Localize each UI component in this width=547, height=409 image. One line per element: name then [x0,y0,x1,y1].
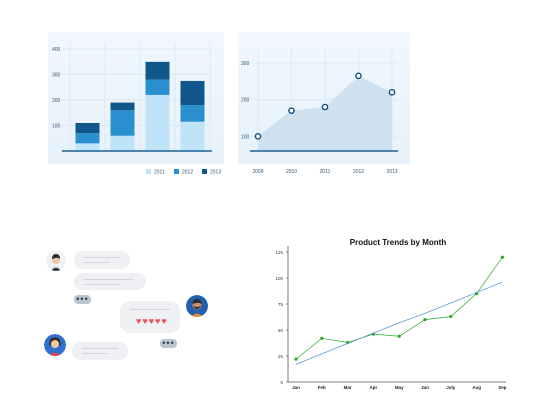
line-series-0 [295,256,503,360]
message-bubble-3 [72,342,128,360]
line-y-tick-1: 25 [278,354,284,359]
line-x-tick-1: Feb [318,385,326,390]
message-bubble-hearts: ♥♥♥♥♥ [120,301,180,333]
bar-y-tick-1: 200 [52,98,61,104]
area-point-2 [321,103,329,111]
avatar-woman [44,334,66,356]
area-y-tick-1: 200 [241,98,250,104]
bar-0-series-2 [75,122,100,134]
bar-1-series-2 [110,102,135,111]
area-x-tick-2: 2011 [320,169,331,175]
stacked-bar-chart: 100 200 300 400 2011 2012 2013 [48,32,224,176]
area-x-tick-3: 2012 [353,169,364,175]
line-y-tick-2: 50 [278,328,284,333]
legend-swatch-1 [174,169,179,174]
line-x-tick-2: Mar [344,385,352,390]
line-point-1 [320,336,324,340]
bar-y-tick-2: 300 [52,73,61,79]
legend-label-0: 2011 [154,170,165,176]
area-point-4 [388,89,396,96]
legend-label-1: 2012 [182,170,193,176]
legend-label-2: 2013 [210,170,221,176]
bar-y-tick-3: 400 [52,47,61,53]
line-x-tick-5: Jun [421,385,429,390]
avatar-man-dark-hair [46,251,66,271]
area-x-tick-4: 2013 [386,169,397,175]
bar-0-series-0 [75,143,100,151]
message-bubble-2 [74,273,146,290]
line-x-tick-6: July [446,385,456,390]
area-x-tick-1: 2010 [286,169,297,175]
chat-illustration: ••• ♥♥♥♥♥ ••• [40,245,220,375]
line-x-tick-0: Jan [292,385,300,390]
area-x-tick-0: 2009 [252,169,263,175]
line-point-0 [294,357,298,361]
line-y-tick-4: 100 [275,276,283,281]
line-x-tick-4: May [395,385,404,390]
line-x-tick-7: Aug [472,385,481,390]
area-point-0 [254,133,262,140]
line-y-tick-0: 0 [280,380,283,385]
area-point-1 [288,107,295,114]
bar-3-series-0 [180,121,205,151]
line-point-6 [449,314,453,319]
area-point-3 [355,72,362,80]
line-chart-title: Product Trends by Month [350,238,447,247]
line-y-tick-5: 125 [275,250,283,255]
avatar-man-beard [186,295,208,317]
line-x-tick-3: Apr [370,385,378,390]
legend-swatch-2 [202,169,207,174]
bar-1-series-1 [110,110,135,136]
bar-1-series-0 [110,135,135,151]
line-point-8 [500,255,504,259]
bar-2-series-1 [145,79,170,95]
line-x-tick-8: Sep [498,385,507,390]
bar-y-tick-0: 100 [52,124,61,130]
typing-chip-right: ••• [160,339,177,348]
product-trends-line-chart: Product Trends by Month 0 25 50 75 100 125 Ja… [275,238,507,390]
trendline [295,281,503,365]
hearts-row: ♥♥♥♥♥ [136,316,168,326]
area-y-tick-2: 300 [241,61,250,67]
bar-3-series-2 [180,80,205,106]
line-point-5 [423,318,427,322]
area-fill [258,75,392,151]
area-chart: 100 200 300 2009 2010 2011 2012 2013 [238,32,410,175]
bar-2-series-0 [145,94,170,151]
line-y-tick-3: 75 [278,302,284,307]
area-y-tick-0: 100 [241,134,250,140]
bar-2-series-2 [145,61,170,80]
line-point-4 [397,334,401,338]
message-bubble-1 [74,251,130,269]
bar-3-series-1 [180,105,205,122]
typing-chip-left: ••• [74,295,91,304]
bar-0-series-1 [75,133,100,144]
legend-swatch-0 [146,169,151,174]
